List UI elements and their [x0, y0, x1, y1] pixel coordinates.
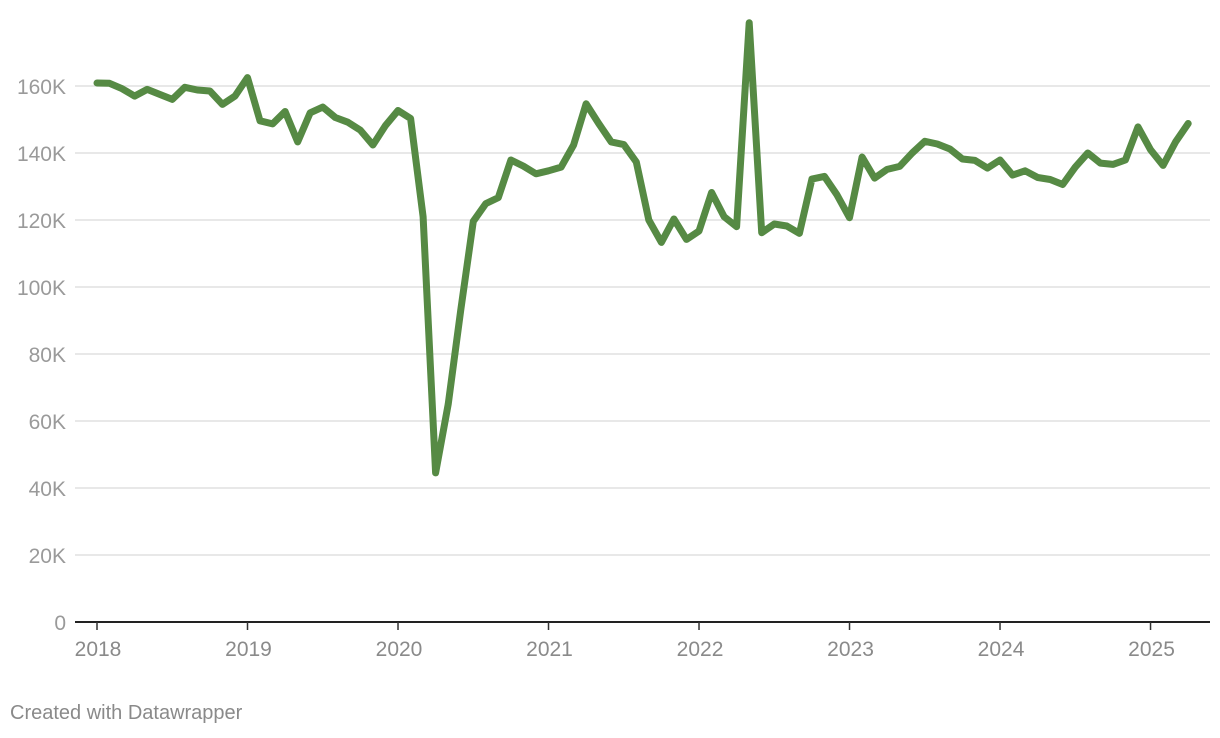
x-tick-label: 2022 [677, 638, 724, 661]
gridlines [75, 85, 1210, 623]
x-tick-label: 2025 [1128, 638, 1175, 661]
y-axis: 0 20K 40K 60K 80K 100K 120K 140K 160K [17, 76, 66, 635]
y-tick-label: 80K [29, 344, 66, 367]
series-line [93, 19, 1192, 477]
y-tick-label: 60K [29, 411, 66, 434]
y-tick-label: 20K [29, 545, 66, 568]
x-axis: 2018 2019 2020 2021 2022 2023 2024 2025 [75, 622, 1175, 661]
x-tick-label: 2018 [75, 638, 122, 661]
x-tick-label: 2024 [978, 638, 1025, 661]
x-tick-label: 2023 [827, 638, 874, 661]
y-tick-label: 40K [29, 478, 66, 501]
x-tick-label: 2020 [376, 638, 423, 661]
y-tick-label: 120K [17, 210, 66, 233]
x-tick-label: 2021 [526, 638, 573, 661]
series [93, 19, 1192, 477]
x-tick-label: 2019 [225, 638, 272, 661]
datawrapper-credit: Created with Datawrapper [10, 702, 243, 724]
y-tick-label: 100K [17, 277, 66, 300]
y-tick-label: 140K [17, 143, 66, 166]
y-tick-label: 160K [17, 76, 66, 99]
y-tick-label: 0 [54, 612, 66, 635]
